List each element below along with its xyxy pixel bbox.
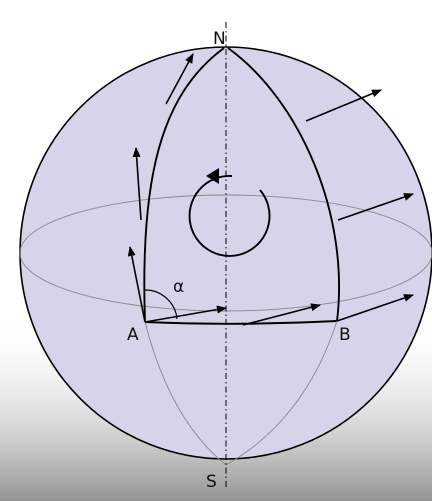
south-label: S <box>206 472 217 492</box>
alpha-arc <box>144 289 178 320</box>
meridian-n-b <box>227 47 341 322</box>
meridian-b-lower <box>225 320 338 466</box>
equator-back <box>19 194 432 254</box>
vector-mid-up <box>132 147 142 221</box>
vector-meridian-b-mid <box>337 193 414 221</box>
point-b-label: B <box>339 325 351 345</box>
vector-meridian-b-top <box>305 89 382 122</box>
vector-b <box>336 294 414 322</box>
point-a-label: A <box>127 325 139 345</box>
meridian-n-a <box>143 47 225 323</box>
rotation-circle <box>188 175 271 257</box>
alpha-label: α <box>173 277 184 297</box>
vector-equator-mid <box>242 303 321 326</box>
vector-a-up <box>127 246 146 323</box>
equator-arc-ab <box>144 320 338 325</box>
vector-a-right <box>144 305 227 323</box>
north-label: N <box>213 29 226 49</box>
rotation-arrow-icon <box>206 168 219 184</box>
meridian-a-lower <box>144 321 227 466</box>
vector-top <box>165 53 194 105</box>
